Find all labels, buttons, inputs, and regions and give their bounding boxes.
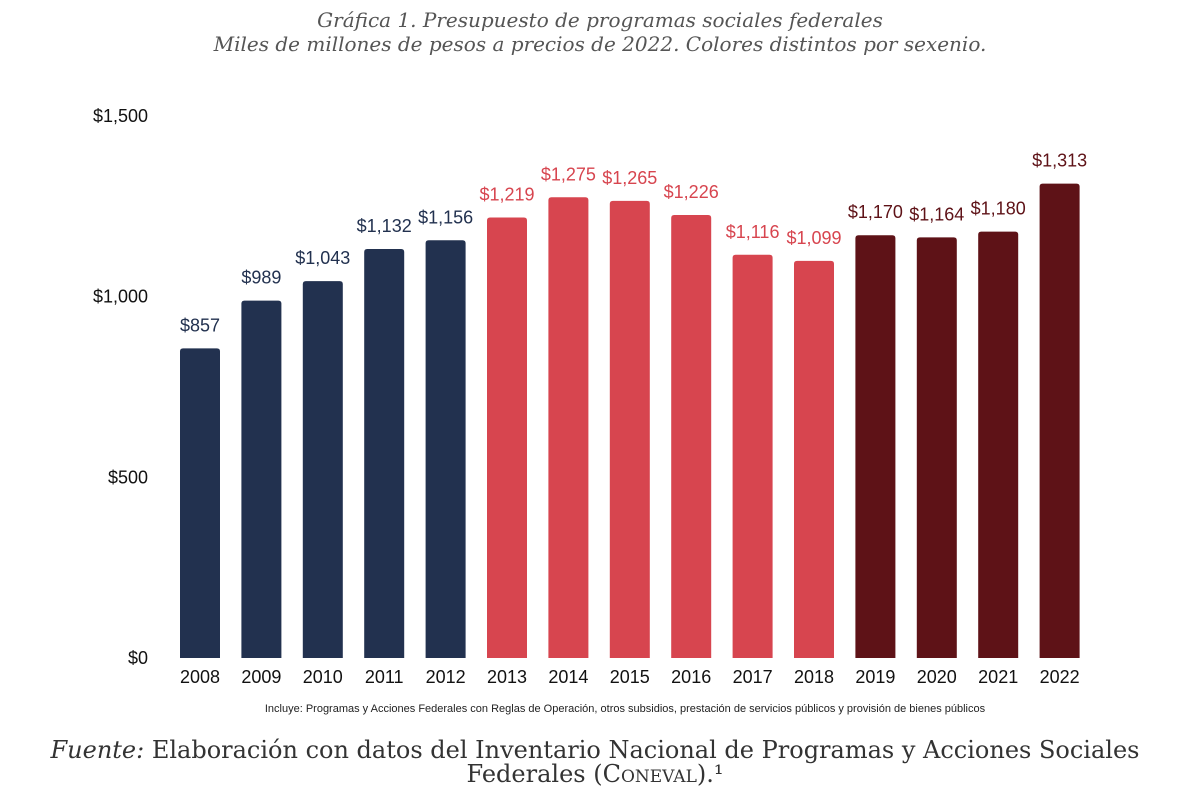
chart-title: Gráfica 1. Presupuesto de programas soci…	[317, 8, 883, 32]
x-tick-label: 2019	[855, 667, 895, 687]
bar	[364, 248, 405, 658]
bar-value-label: $1,275	[541, 164, 596, 184]
bar-value-label: $1,164	[909, 204, 964, 224]
x-tick-label: 2021	[978, 667, 1018, 687]
bar	[978, 231, 1019, 659]
bar-value-label: $1,132	[357, 216, 412, 236]
bar	[732, 254, 773, 658]
source-lead: Fuente:	[50, 736, 145, 764]
bar	[855, 235, 896, 659]
bar-value-label: $989	[241, 268, 281, 288]
chart-title-block: Gráfica 1. Presupuesto de programas soci…	[0, 8, 1200, 56]
source-citation: Fuente: Elaboración con datos del Invent…	[0, 738, 1190, 786]
bar-value-label: $1,265	[602, 168, 657, 188]
bar-value-label: $1,219	[479, 185, 534, 205]
bar	[609, 200, 650, 658]
bar	[180, 348, 220, 658]
bar-value-label: $1,043	[295, 248, 350, 268]
bar	[916, 237, 957, 658]
bar-value-label: $1,116	[726, 222, 780, 242]
x-tick-label: 2017	[733, 667, 773, 687]
bars-group	[180, 183, 1080, 659]
bar	[794, 260, 834, 658]
x-tick-label: 2013	[487, 667, 527, 687]
source-line1: Elaboración con datos del Inventario Nac…	[144, 736, 1140, 764]
source-line2-end: ).¹	[696, 760, 724, 788]
chart-note: Incluye: Programas y Acciones Federales …	[264, 703, 986, 715]
bar-value-label: $1,313	[1032, 151, 1087, 171]
bar-value-label: $1,156	[418, 207, 473, 227]
source-acronym: Coneval	[602, 760, 697, 788]
x-tick-label: 2022	[1040, 667, 1080, 687]
bar-value-label: $857	[180, 315, 220, 335]
bar	[487, 217, 527, 658]
y-axis: $0 $500 $1,000 $1,500	[93, 106, 148, 668]
bar	[548, 197, 589, 659]
y-tick-label: $1,000	[93, 287, 148, 307]
x-tick-label: 2009	[241, 667, 281, 687]
x-tick-label: 2014	[548, 667, 588, 687]
bar-value-label: $1,099	[786, 228, 841, 248]
y-tick-label: $500	[108, 467, 148, 487]
y-tick-label: $1,500	[93, 106, 148, 126]
x-tick-label: 2012	[426, 667, 466, 687]
x-tick-label: 2011	[365, 667, 404, 687]
x-tick-label: 2008	[180, 667, 220, 687]
bar-value-label: $1,226	[664, 182, 719, 202]
bar	[671, 215, 712, 658]
x-tick-label: 2018	[794, 667, 834, 687]
x-tick-label: 2020	[917, 667, 957, 687]
bar-value-label: $1,170	[848, 202, 903, 222]
x-axis: 2008 2009 2010 2011 2012 2013 2014 2015 2016 2017…	[180, 667, 1080, 687]
bar-value-label: $1,180	[971, 199, 1026, 219]
bar	[241, 300, 282, 658]
source-line2: Federales (	[466, 760, 603, 788]
x-tick-label: 2010	[303, 667, 343, 687]
bar	[425, 240, 466, 659]
chart-subtitle: Miles de millones de pesos a precios de …	[213, 32, 987, 56]
x-tick-label: 2015	[610, 667, 650, 687]
bar	[1039, 183, 1080, 658]
bar	[302, 281, 343, 658]
bar-chart: $0$500$1,000$1,500 $857$989$1,043$1,132 $…	[93, 106, 1087, 687]
value-labels-group: $857 $989 $1,043 $1,132 $1,156 $1,219 $1,275 $1…	[180, 151, 1087, 336]
x-tick-label: 2016	[671, 667, 711, 687]
y-tick-label: $0	[128, 648, 148, 668]
